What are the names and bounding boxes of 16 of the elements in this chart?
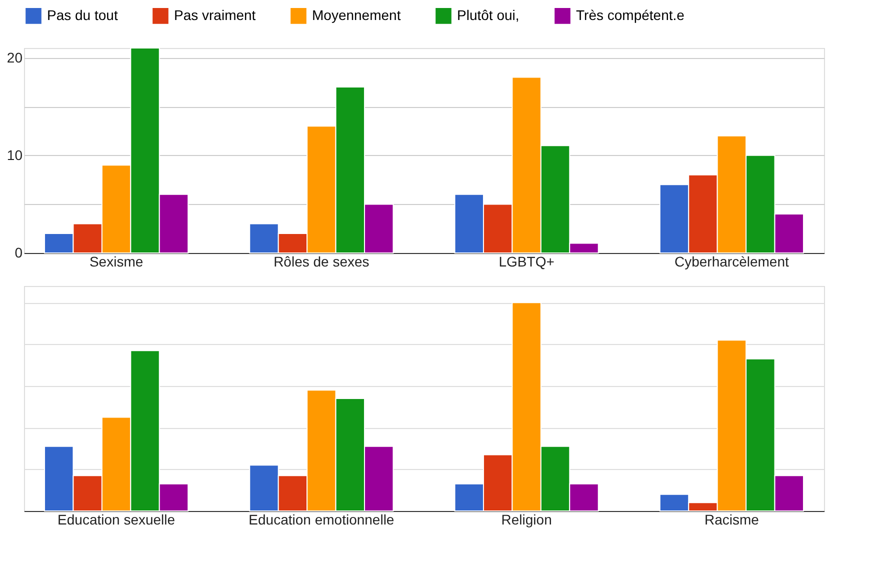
x-tick-label: Education emotionnelle xyxy=(248,512,394,528)
x-tick-label: LGBTQ+ xyxy=(498,254,554,270)
x-tick-label: Rôles de sexes xyxy=(274,254,370,270)
y-tick-label: 10 xyxy=(6,146,23,163)
x-tick-label: Education sexuelle xyxy=(58,512,176,528)
legend-label: Plutôt oui, xyxy=(457,6,520,23)
legend-label: Pas du tout xyxy=(47,6,118,23)
legend-label: Très compétent.e xyxy=(576,6,685,23)
y-tick-label: 20 xyxy=(6,49,23,66)
legend-label: Moyennement xyxy=(312,6,401,23)
x-tick-label: Racisme xyxy=(704,512,760,528)
x-tick-label: Sexisme xyxy=(89,254,144,270)
y-tick-label: 0 xyxy=(14,244,23,260)
legend-label: Pas vraiment xyxy=(174,6,256,23)
x-tick-label: Religion xyxy=(501,512,552,528)
x-tick-label: Cyberharcèlement xyxy=(674,254,789,270)
